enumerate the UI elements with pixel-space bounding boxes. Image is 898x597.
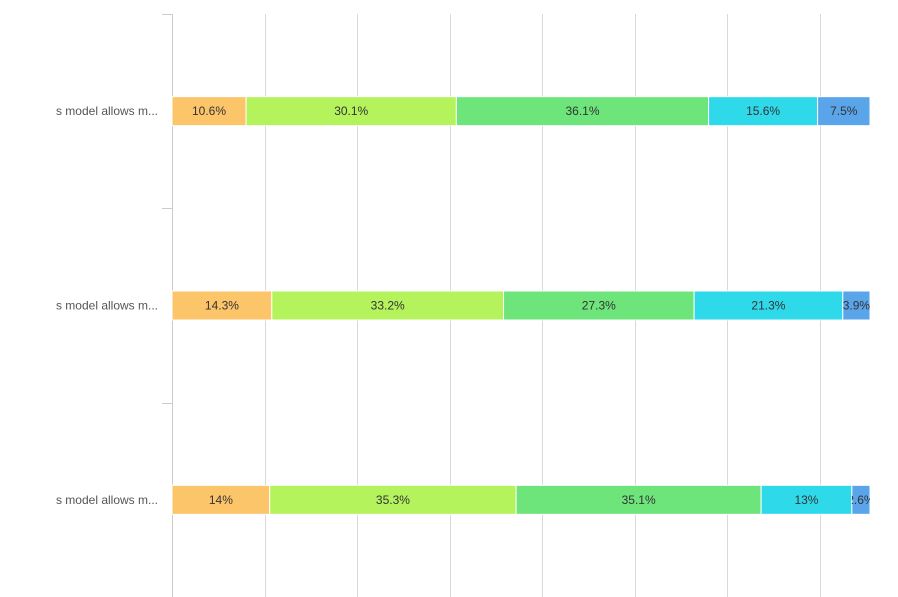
category-label: s model allows m... xyxy=(56,493,158,507)
bar-segment[interactable] xyxy=(269,484,517,515)
bar-segment[interactable] xyxy=(245,96,457,127)
data-label: 21.3% xyxy=(751,299,785,313)
bar-segment[interactable] xyxy=(271,290,505,321)
category-label: s model allows m... xyxy=(56,104,158,118)
data-label: 14% xyxy=(209,493,233,507)
bar-segments: 10.6% 30.1% 36.1% 15.6% 7.5% 14.3% 33.2% 27.3% 2… xyxy=(171,96,875,515)
bar-segment[interactable] xyxy=(171,96,247,127)
data-label: 3.9% xyxy=(843,299,871,313)
data-label: 36.1% xyxy=(565,104,599,118)
bar-segment[interactable] xyxy=(693,290,844,321)
data-label: 27.3% xyxy=(582,299,616,313)
bar-segment[interactable] xyxy=(171,484,271,515)
data-label: 14.3% xyxy=(205,299,239,313)
bar-segment[interactable] xyxy=(515,484,762,515)
bar-segment[interactable] xyxy=(455,96,710,127)
data-label: 35.3% xyxy=(376,493,410,507)
data-label: 7.5% xyxy=(830,104,858,118)
category-label: s model allows m... xyxy=(56,299,158,313)
bar-segment[interactable] xyxy=(842,290,871,321)
data-label: 35.1% xyxy=(622,493,656,507)
data-label: 10.6% xyxy=(192,104,226,118)
bar-segment[interactable] xyxy=(708,96,819,127)
bar-segment[interactable] xyxy=(851,484,871,515)
category-labels: s model allows m... s model allows m... s … xyxy=(56,104,158,507)
data-label: 33.2% xyxy=(371,299,405,313)
data-label: 13% xyxy=(794,493,818,507)
data-label: 30.1% xyxy=(334,104,368,118)
bar-segment[interactable] xyxy=(817,96,871,127)
data-label: 2.6% xyxy=(847,493,875,507)
data-label: 15.6% xyxy=(746,104,780,118)
bar-segment[interactable] xyxy=(171,290,273,321)
category-axis xyxy=(162,14,173,597)
bar-segment[interactable] xyxy=(760,484,853,515)
